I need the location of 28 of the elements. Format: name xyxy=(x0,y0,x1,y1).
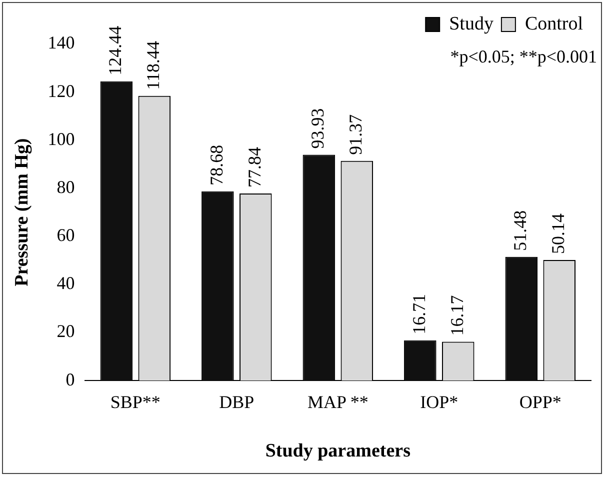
y-tick-label: 40 xyxy=(56,273,75,294)
y-tick-label: 100 xyxy=(48,128,75,149)
y-tick-label: 20 xyxy=(56,321,75,342)
y-tick-label: 80 xyxy=(56,176,75,197)
data-label: 124.44 xyxy=(105,26,126,76)
data-label: 16.71 xyxy=(408,294,429,334)
y-tick-label: 0 xyxy=(66,369,75,390)
legend-label: Control xyxy=(524,13,584,34)
data-label: 91.37 xyxy=(346,114,366,155)
annotation: *p<0.05; **p<0.001 xyxy=(450,46,597,67)
data-label: 16.17 xyxy=(446,295,467,336)
y-tick-label: 120 xyxy=(48,80,75,101)
data-label: 93.93 xyxy=(308,108,328,149)
y-axis-title: Pressure (mm Hg) xyxy=(11,138,32,286)
legend-label: Study xyxy=(449,13,494,34)
data-label: 50.14 xyxy=(548,214,568,254)
data-label: 51.48 xyxy=(510,210,530,251)
x-tick-label: SBP** xyxy=(110,392,160,412)
x-tick-label: IOP* xyxy=(420,392,458,412)
data-label: 78.68 xyxy=(206,144,226,186)
x-tick-label: DBP xyxy=(219,392,254,412)
x-axis-title: Study parameters xyxy=(265,440,410,462)
x-tick-label: MAP ** xyxy=(307,392,368,412)
y-tick-label: 140 xyxy=(48,32,75,53)
y-tick-label: 60 xyxy=(56,225,75,246)
data-label: 77.84 xyxy=(244,146,264,188)
x-tick-label: OPP* xyxy=(519,392,562,412)
data-label: 118.44 xyxy=(143,40,164,90)
